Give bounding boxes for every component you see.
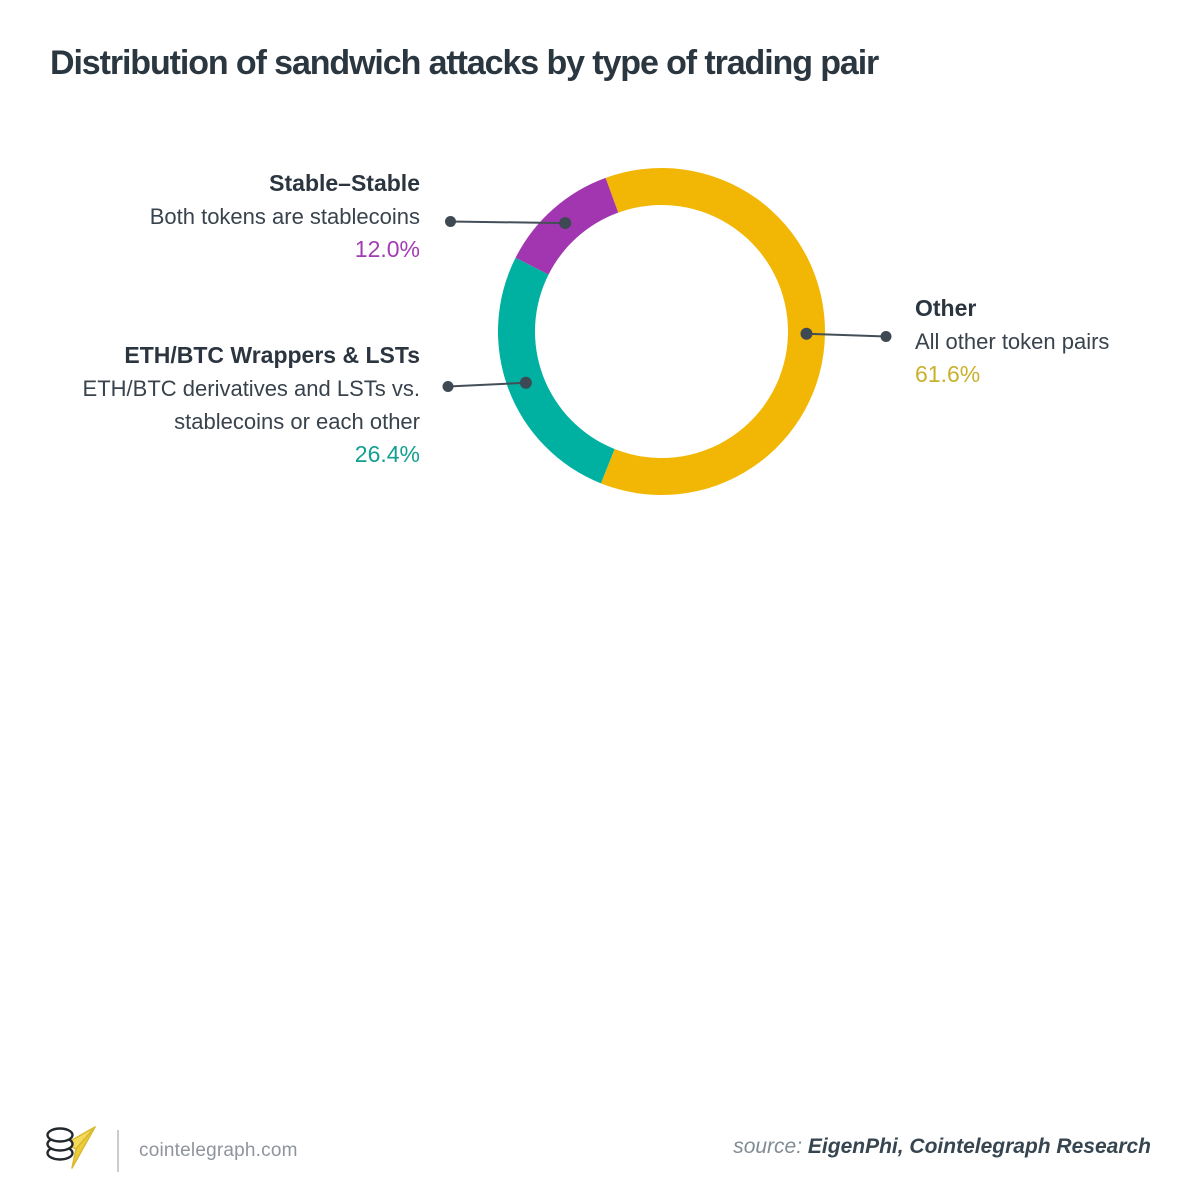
segment-percent: 61.6% [915,361,981,387]
leader-line-other [806,332,887,338]
leader-line-ethbtc-wrappers-lsts [447,381,526,388]
leader-dot-stable-stable [559,217,572,230]
segment-label: Other [915,295,977,321]
segment-description: ETH/BTC derivatives and LSTs vs. stablec… [82,376,420,434]
source-attribution: source: EigenPhi, Cointelegraph Research [733,1135,1151,1159]
donut-segment-other [600,167,826,495]
site-name: cointelegraph.com [139,1139,298,1161]
brand-block: cointelegraph.com [45,1123,298,1178]
leader-line-stable-stable [450,220,566,225]
donut-segment-ethbtc-wrappers-lsts [497,257,615,484]
leader-dot-stable-stable [445,216,456,227]
segment-label: ETH/BTC Wrappers & LSTs [124,342,420,368]
leader-dot-other [880,331,892,342]
donut-chart [442,167,892,495]
footer: cointelegraph.com source: EigenPhi, Coin… [0,560,1200,1172]
segment-description: All other token pairs [915,329,1110,354]
segment-label: Stable–Stable [269,170,420,196]
segment-percent: 26.4% [354,441,420,467]
callout-stable-stable: Stable–Stable Both tokens are stablecoin… [0,167,420,266]
source-prefix: source: [733,1135,803,1158]
leader-dot-ethbtc-wrappers-lsts [442,381,454,392]
footer-divider [117,1129,119,1172]
leader-dot-other [800,327,813,340]
segment-percent: 12.0% [354,236,420,262]
segment-description: Both tokens are stablecoins [149,204,420,229]
leader-dot-ethbtc-wrappers-lsts [519,376,532,389]
page-title: Distribution of sandwich attacks by type… [50,44,879,82]
source-names: EigenPhi, Cointelegraph Research [807,1135,1151,1158]
callout-other: Other All other token pairs 61.6% [915,292,1195,391]
cointelegraph-logo-icon [45,1123,99,1178]
callout-ethbtc-wrappers-lsts: ETH/BTC Wrappers & LSTs ETH/BTC derivati… [52,339,420,471]
